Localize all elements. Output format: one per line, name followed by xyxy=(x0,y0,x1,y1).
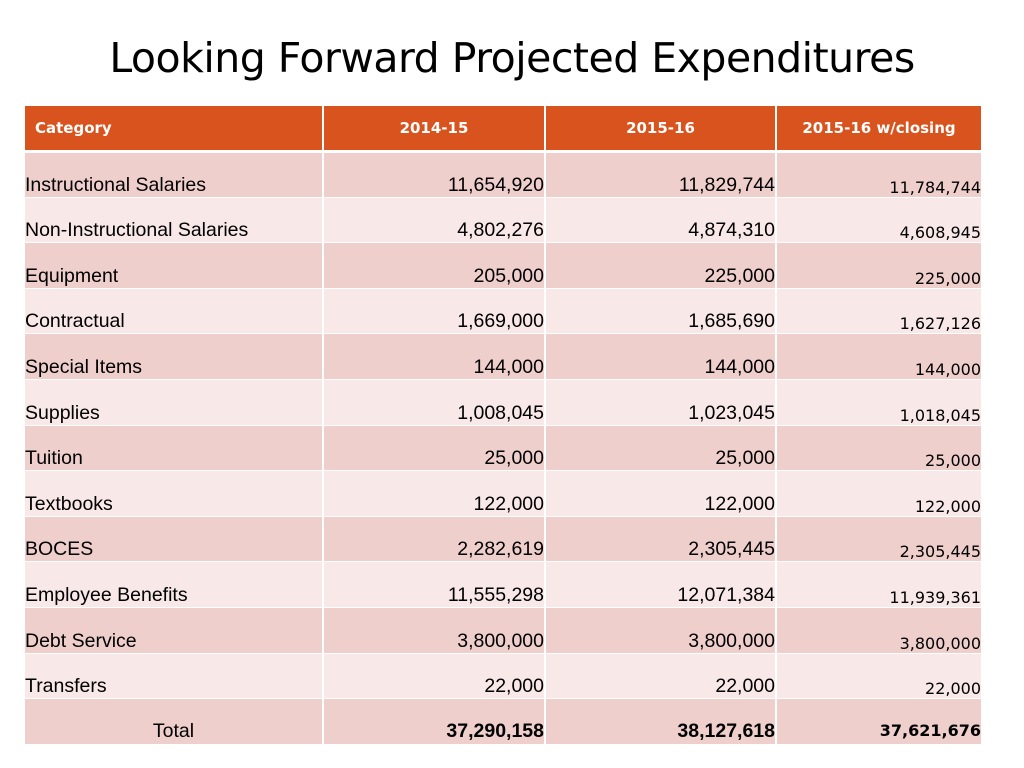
table-row: Instructional Salaries 11,654,920 11,829… xyxy=(25,151,983,198)
value-2015-16: 2,305,445 xyxy=(545,516,777,562)
table-header-row: Category 2014-15 2015-16 2015-16 w/closi… xyxy=(25,106,983,154)
category-cell: Employee Benefits xyxy=(25,561,324,608)
total-label: Total xyxy=(25,698,324,745)
category-cell: Instructional Salaries xyxy=(25,151,324,198)
total-row: Total 37,290,158 38,127,618 37,621,676 xyxy=(25,698,983,745)
value-2014-15: 22,000 xyxy=(323,653,546,699)
value-2015-16-closing: 22,000 xyxy=(776,653,983,699)
category-cell: Special Items xyxy=(25,333,324,380)
value-2015-16: 122,000 xyxy=(545,470,777,517)
value-2015-16-closing: 1,627,126 xyxy=(776,288,983,334)
value-2015-16: 25,000 xyxy=(545,425,777,471)
table-row: Employee Benefits 11,555,298 12,071,384 … xyxy=(25,561,983,608)
value-2015-16-closing: 4,608,945 xyxy=(776,197,983,243)
header-category: Category xyxy=(25,106,324,154)
value-2014-15: 205,000 xyxy=(323,242,546,289)
category-cell: Debt Service xyxy=(25,607,324,654)
category-cell: BOCES xyxy=(25,516,324,562)
category-cell: Non-Instructional Salaries xyxy=(25,197,324,243)
value-2015-16-closing: 144,000 xyxy=(776,333,983,380)
expenditures-table: Category 2014-15 2015-16 2015-16 w/closi… xyxy=(25,106,983,745)
value-2015-16-closing: 11,784,744 xyxy=(776,151,983,198)
table-row: BOCES 2,282,619 2,305,445 2,305,445 xyxy=(25,516,983,562)
table-row: Equipment 205,000 225,000 225,000 xyxy=(25,242,983,289)
value-2014-15: 3,800,000 xyxy=(323,607,546,654)
total-2014-15: 37,290,158 xyxy=(323,698,546,745)
total-2015-16-closing: 37,621,676 xyxy=(776,698,983,745)
value-2014-15: 11,555,298 xyxy=(323,561,546,608)
value-2015-16: 3,800,000 xyxy=(545,607,777,654)
header-2014-15: 2014-15 xyxy=(323,106,546,154)
value-2015-16: 4,874,310 xyxy=(545,197,777,243)
category-cell: Textbooks xyxy=(25,470,324,517)
value-2015-16-closing: 1,018,045 xyxy=(776,379,983,426)
category-cell: Contractual xyxy=(25,288,324,334)
table-row: Tuition 25,000 25,000 25,000 xyxy=(25,425,983,471)
header-2015-16-closing: 2015-16 w/closing xyxy=(776,106,983,154)
table-row: Special Items 144,000 144,000 144,000 xyxy=(25,333,983,380)
value-2015-16: 225,000 xyxy=(545,242,777,289)
category-cell: Transfers xyxy=(25,653,324,699)
value-2014-15: 4,802,276 xyxy=(323,197,546,243)
value-2014-15: 25,000 xyxy=(323,425,546,471)
value-2014-15: 1,669,000 xyxy=(323,288,546,334)
table-row: Transfers 22,000 22,000 22,000 xyxy=(25,653,983,699)
value-2015-16-closing: 225,000 xyxy=(776,242,983,289)
value-2015-16: 1,685,690 xyxy=(545,288,777,334)
value-2015-16-closing: 2,305,445 xyxy=(776,516,983,562)
value-2015-16: 1,023,045 xyxy=(545,379,777,426)
table-row: Debt Service 3,800,000 3,800,000 3,800,0… xyxy=(25,607,983,654)
table-row: Non-Instructional Salaries 4,802,276 4,8… xyxy=(25,197,983,243)
value-2014-15: 11,654,920 xyxy=(323,151,546,198)
category-cell: Supplies xyxy=(25,379,324,426)
value-2015-16: 144,000 xyxy=(545,333,777,380)
total-2015-16: 38,127,618 xyxy=(545,698,777,745)
value-2015-16-closing: 3,800,000 xyxy=(776,607,983,654)
value-2015-16: 12,071,384 xyxy=(545,561,777,608)
value-2015-16: 22,000 xyxy=(545,653,777,699)
category-cell: Equipment xyxy=(25,242,324,289)
header-2015-16: 2015-16 xyxy=(545,106,777,154)
value-2015-16-closing: 25,000 xyxy=(776,425,983,471)
table-row: Textbooks 122,000 122,000 122,000 xyxy=(25,470,983,517)
value-2014-15: 144,000 xyxy=(323,333,546,380)
value-2014-15: 122,000 xyxy=(323,470,546,517)
value-2015-16: 11,829,744 xyxy=(545,151,777,198)
value-2015-16-closing: 11,939,361 xyxy=(776,561,983,608)
category-cell: Tuition xyxy=(25,425,324,471)
table-row: Contractual 1,669,000 1,685,690 1,627,12… xyxy=(25,288,983,334)
value-2014-15: 2,282,619 xyxy=(323,516,546,562)
value-2014-15: 1,008,045 xyxy=(323,379,546,426)
table-row: Supplies 1,008,045 1,023,045 1,018,045 xyxy=(25,379,983,426)
slide-title: Looking Forward Projected Expenditures xyxy=(109,34,915,82)
value-2015-16-closing: 122,000 xyxy=(776,470,983,517)
